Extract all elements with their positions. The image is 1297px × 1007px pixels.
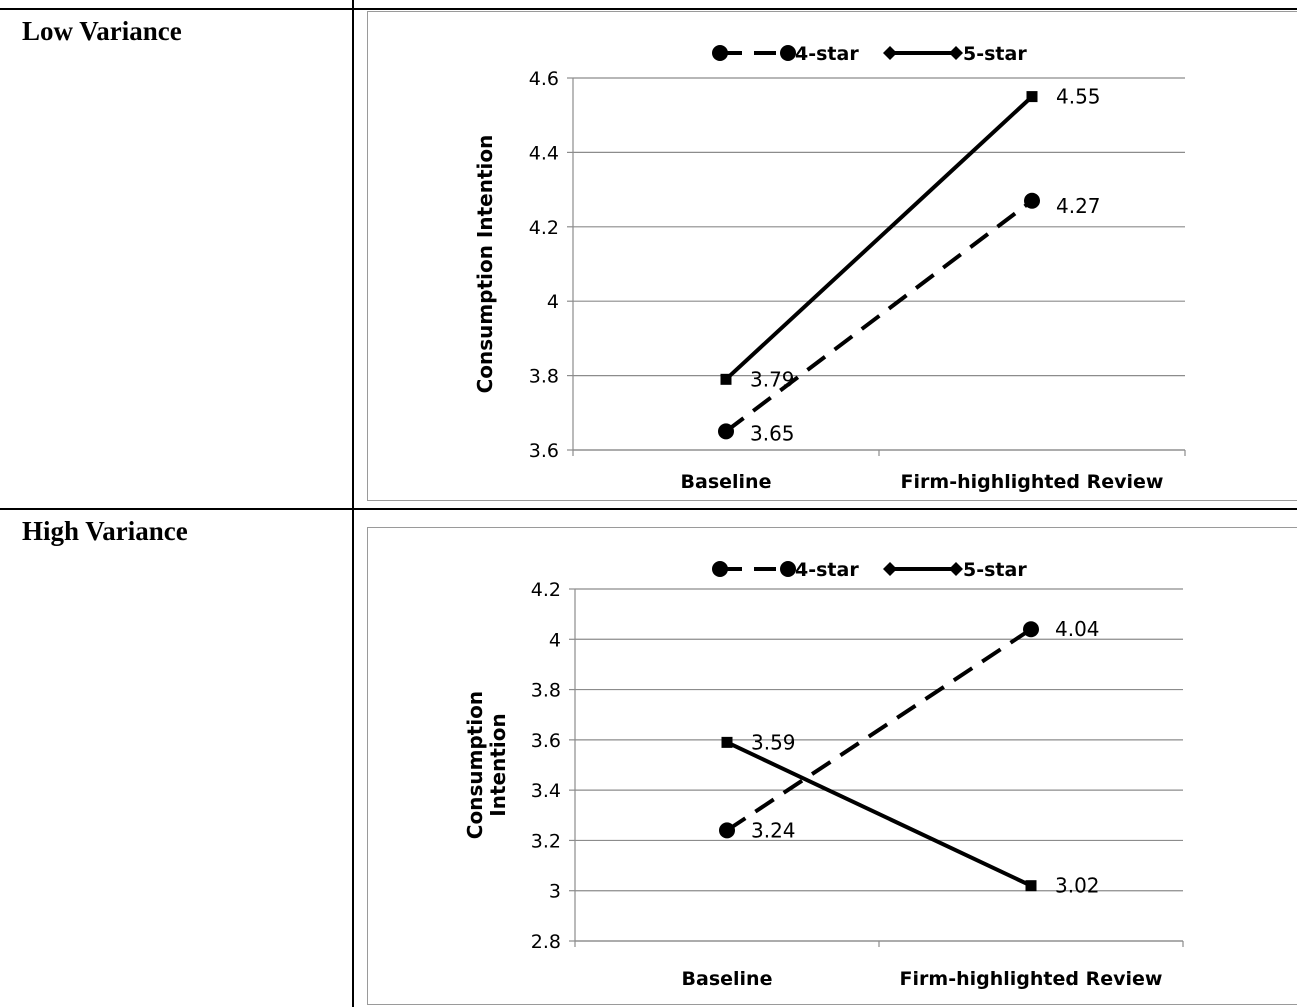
- legend-marker-5-star: [949, 562, 963, 576]
- y-tick-label: 3.2: [531, 830, 561, 852]
- data-label: 4.04: [1055, 617, 1100, 641]
- legend-label-4-star: 4-star: [795, 559, 859, 581]
- data-label: 4.27: [1056, 194, 1101, 218]
- y-axis-label: Consumption Intention: [473, 135, 497, 394]
- x-tick-label: Firm-highlighted Review: [900, 968, 1163, 990]
- y-tick-label: 3: [549, 881, 561, 903]
- row-label-high-variance: High Variance: [22, 516, 188, 546]
- data-point-4-star: [719, 822, 735, 839]
- y-tick-label: 3.8: [531, 680, 561, 702]
- data-label: 3.59: [751, 730, 796, 754]
- data-point-5-star: [1026, 91, 1038, 103]
- data-point-4-star: [1024, 192, 1040, 209]
- data-point-4-star: [718, 423, 734, 440]
- legend-marker-5-star: [883, 562, 897, 576]
- y-tick-label: 3.6: [529, 440, 559, 462]
- y-axis-label: ConsumptionIntention: [463, 691, 510, 839]
- legend-label-5-star: 5-star: [963, 43, 1027, 65]
- series-line-5-star: [726, 740, 1032, 888]
- table-border-top: [0, 8, 1297, 10]
- chart-low-variance: 3.6 3.8 4 4.2 4.4 4.6 Baseline Firm-highlighted…: [473, 43, 1186, 493]
- legend-marker-5-star: [883, 46, 897, 60]
- y-tick-label: 4.2: [531, 579, 561, 601]
- series-line-4-star: [724, 199, 1034, 433]
- data-label: 4.55: [1056, 85, 1101, 109]
- legend-marker-4-star: [780, 561, 796, 577]
- legend-marker-4-star: [780, 45, 796, 61]
- legend-marker-4-star: [712, 561, 728, 577]
- row-label-low-variance: Low Variance: [22, 16, 182, 46]
- legend-marker-4-star: [712, 45, 728, 61]
- table-border-middle: [0, 508, 1297, 510]
- series-line-4-star: [725, 627, 1033, 833]
- x-tick-label: Firm-highlighted Review: [901, 471, 1164, 493]
- chart-low-variance-box: 3.6 3.8 4 4.2 4.4 4.6 Baseline Firm-highlighted…: [367, 11, 1297, 501]
- y-tick-label: 3.6: [531, 730, 561, 752]
- y-tick-label: 4.2: [529, 217, 559, 239]
- y-tick-label: 2.8: [531, 931, 561, 953]
- x-tick-label: Baseline: [681, 471, 772, 493]
- table-divider-vertical: [352, 0, 354, 1007]
- x-tick-label: Baseline: [682, 968, 773, 990]
- y-tick-label: 3.8: [529, 366, 559, 388]
- data-label: 3.65: [750, 421, 795, 445]
- legend-marker-5-star: [949, 46, 963, 60]
- y-tick-label: 4: [549, 629, 561, 651]
- y-tick-label: 4.6: [529, 68, 559, 90]
- legend-label-4-star: 4-star: [795, 43, 859, 65]
- y-tick-label: 3.4: [531, 780, 561, 802]
- chart-high-variance: 2.8 3 3.2 3.4 3.6 3.8 4 4.2 Baseline Firm-highlig…: [463, 559, 1184, 990]
- data-label: 3.79: [750, 367, 795, 391]
- data-point-4-star: [1023, 621, 1039, 638]
- y-tick-label: 4: [547, 291, 559, 313]
- data-label: 3.02: [1055, 874, 1100, 898]
- y-tick-label: 4.4: [529, 142, 559, 164]
- legend-label-5-star: 5-star: [963, 559, 1027, 581]
- data-point-5-star: [721, 736, 733, 748]
- data-point-5-star: [1025, 880, 1037, 892]
- series-line-5-star: [724, 95, 1034, 381]
- data-point-5-star: [720, 373, 732, 385]
- chart-high-variance-box: 2.8 3 3.2 3.4 3.6 3.8 4 4.2 Baseline Firm-highlig…: [367, 527, 1297, 1005]
- data-label: 3.24: [751, 818, 796, 842]
